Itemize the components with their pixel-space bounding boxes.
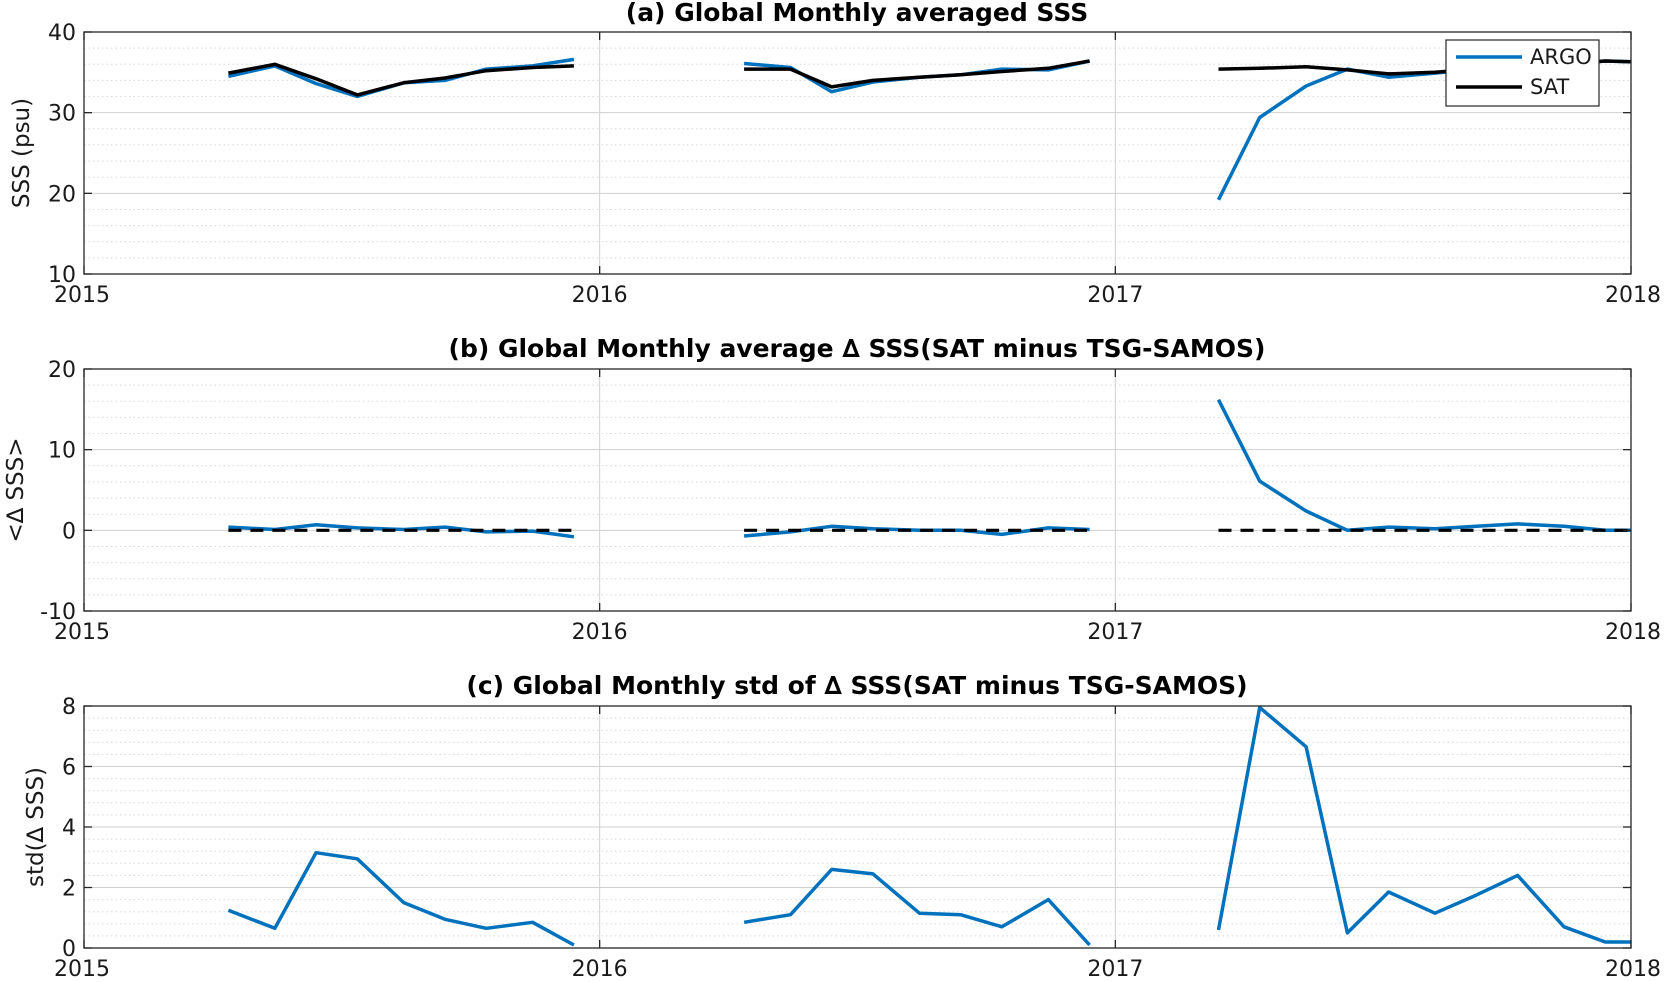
panel-b-title: (b) Global Monthly average ∆ SSS(SAT min… (449, 334, 1266, 363)
panel-c-y-axis-label: std(∆ SSS) (23, 767, 49, 887)
panel-c-y-tick-label: 2 (62, 877, 76, 902)
panel-c-y-tick-label: 4 (62, 816, 76, 841)
panel-c-delta-sss-line (1216, 705, 1631, 944)
panel-b-x-tick-label: 2016 (572, 620, 628, 645)
panel-a-y-axis-label: SSS (psu) (9, 98, 35, 208)
panel-c-x-tick-label: 2015 (54, 957, 110, 982)
panel-a-y-tick-label: 40 (48, 21, 76, 46)
panel-a-title: (a) Global Monthly averaged SSS (626, 0, 1088, 27)
panel-b-x-tick-label: 2017 (1087, 620, 1143, 645)
panel-c-delta-sss-line (227, 850, 575, 947)
panel-c-title: (c) Global Monthly std of ∆ SSS(SAT minu… (466, 671, 1247, 700)
panel-b-y-axis-label: <∆ SSS> (3, 437, 29, 542)
panel-a-ticks: 10 20 30 40 2015 2016 2017 2018 (48, 21, 1661, 308)
legend-argo-label: ARGO (1530, 45, 1592, 69)
panel-b-axes-box (83, 368, 1632, 612)
legend-sat-label: SAT (1530, 75, 1569, 99)
panel-c-delta-sss-line (743, 867, 1091, 947)
panel-c-ticks: 0 2 4 6 8 2015 2016 2017 2018 (54, 695, 1661, 982)
panel-a-x-tick-label: 2018 (1605, 283, 1661, 308)
panel-c-x-tick-label: 2016 (572, 957, 628, 982)
panel-b-y-tick-label: 10 (48, 439, 76, 464)
panel-b-y-tick-label: 20 (48, 358, 76, 383)
panel-b-x-tick-label: 2018 (1605, 620, 1661, 645)
panel-b-y-tick-label: -10 (40, 600, 76, 625)
panel-a-x-tick-label: 2017 (1087, 283, 1143, 308)
panel-c-x-tick-label: 2017 (1087, 957, 1143, 982)
panel-b: -10 0 10 20 2015 2016 2017 2018 (b) Global Mont… (3, 334, 1661, 645)
panel-a-x-tick-label: 2016 (572, 283, 628, 308)
panel-a-y-tick-label: 10 (48, 263, 76, 288)
panel-c-x-tick-label: 2018 (1605, 957, 1661, 982)
panel-c-y-tick-label: 0 (62, 937, 76, 962)
panel-c-lines (227, 705, 1631, 947)
panel-a-y-tick-label: 30 (48, 102, 76, 127)
panel-a-axes-box (83, 31, 1632, 275)
panel-c-y-tick-label: 8 (62, 695, 76, 720)
panel-a-background (84, 32, 1631, 274)
panel-b-x-tick-label: 2015 (54, 620, 110, 645)
panel-a-sat-line (228, 62, 574, 97)
panel-b-ticks: -10 0 10 20 2015 2016 2017 2018 (40, 358, 1661, 645)
panel-b-background (84, 369, 1631, 611)
panel-a-x-tick-label: 2015 (54, 283, 110, 308)
panel-b-delta-sss-line (1216, 398, 1631, 533)
panel-a: 10 20 30 40 2015 2016 2017 2018 (a) Global Mont… (9, 0, 1661, 308)
legend-box (1445, 39, 1600, 107)
panel-b-y-tick-label: 0 (62, 519, 76, 544)
panel-c-y-tick-label: 6 (62, 756, 76, 781)
legend: ARGO SAT (1445, 39, 1600, 107)
panel-a-sat-line (744, 59, 1090, 89)
panel-a-y-tick-label: 20 (48, 182, 76, 207)
panel-c: 0 2 4 6 8 2015 2016 2017 2018 (c) Global Monthly… (23, 671, 1661, 982)
panel-b-lines (228, 398, 1631, 539)
